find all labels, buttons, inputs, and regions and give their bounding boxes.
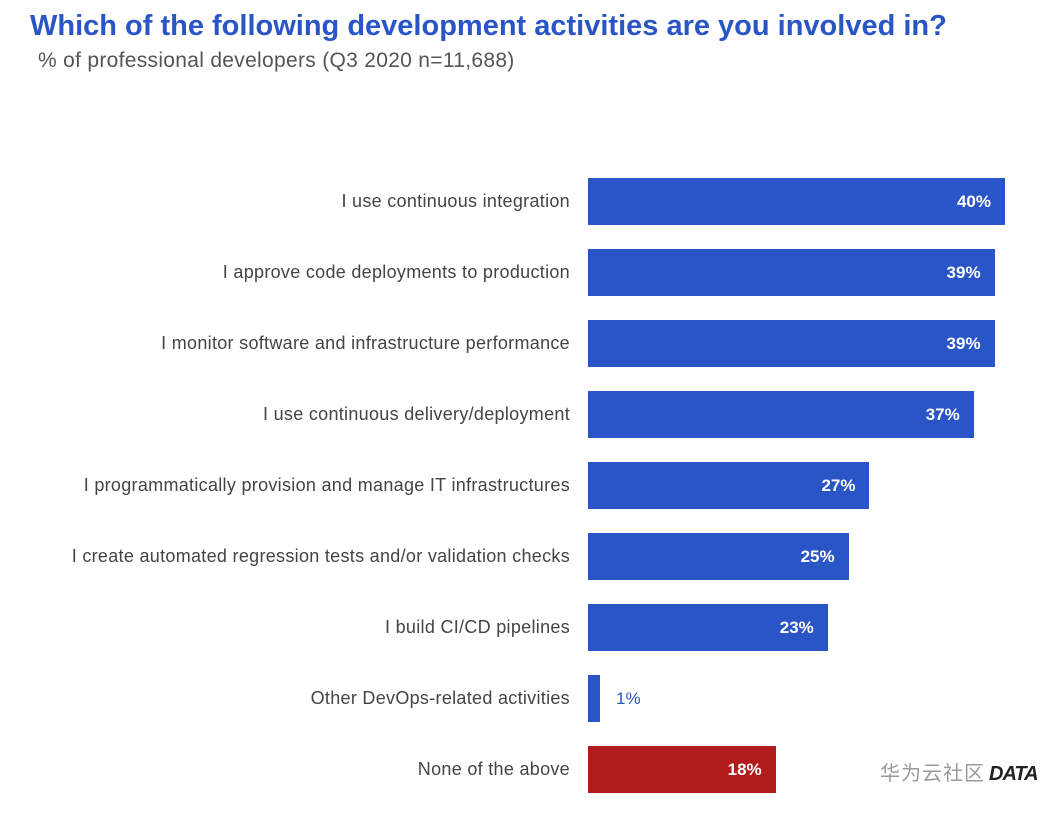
bar (588, 533, 849, 580)
value-label: 18% (727, 760, 762, 780)
watermark-text: 华为云社区 (880, 763, 985, 785)
value-label: 39% (946, 262, 981, 282)
watermark-logo: 华为云社区 DATA (880, 762, 1039, 786)
chart-header: Which of the following development activ… (30, 8, 1030, 74)
category-label: I approve code deployments to production (222, 261, 570, 282)
category-label: I use continuous delivery/deployment (263, 403, 570, 424)
category-label: I build CI/CD pipelines (385, 617, 570, 638)
bar (588, 604, 828, 652)
category-label: I programmatically provision and manage … (83, 474, 570, 495)
value-label: 25% (800, 547, 835, 566)
value-label: 23% (779, 618, 814, 638)
watermark-logo-text: DATA (989, 763, 1039, 785)
value-label: 40% (956, 191, 991, 211)
value-label: 39% (946, 333, 981, 353)
value-label: 37% (925, 404, 960, 424)
category-label: Other DevOps-related activities (310, 688, 570, 709)
chart-subtitle: % of professional developers (Q3 2020 n=… (38, 49, 515, 72)
bar (588, 675, 600, 723)
value-label: 27% (821, 475, 856, 495)
category-label: I use continuous integration (341, 190, 570, 211)
bar (588, 248, 995, 296)
bar (588, 461, 870, 509)
value-label: 1% (616, 689, 641, 709)
bar (588, 746, 776, 794)
bar (588, 319, 995, 367)
category-label: I monitor software and infrastructure pe… (161, 332, 570, 353)
bar (588, 390, 974, 438)
category-label: I create automated regression tests and/… (71, 546, 570, 566)
bar (588, 177, 1005, 225)
category-label: None of the above (417, 759, 570, 780)
chart-title: Which of the following development activ… (30, 10, 947, 42)
